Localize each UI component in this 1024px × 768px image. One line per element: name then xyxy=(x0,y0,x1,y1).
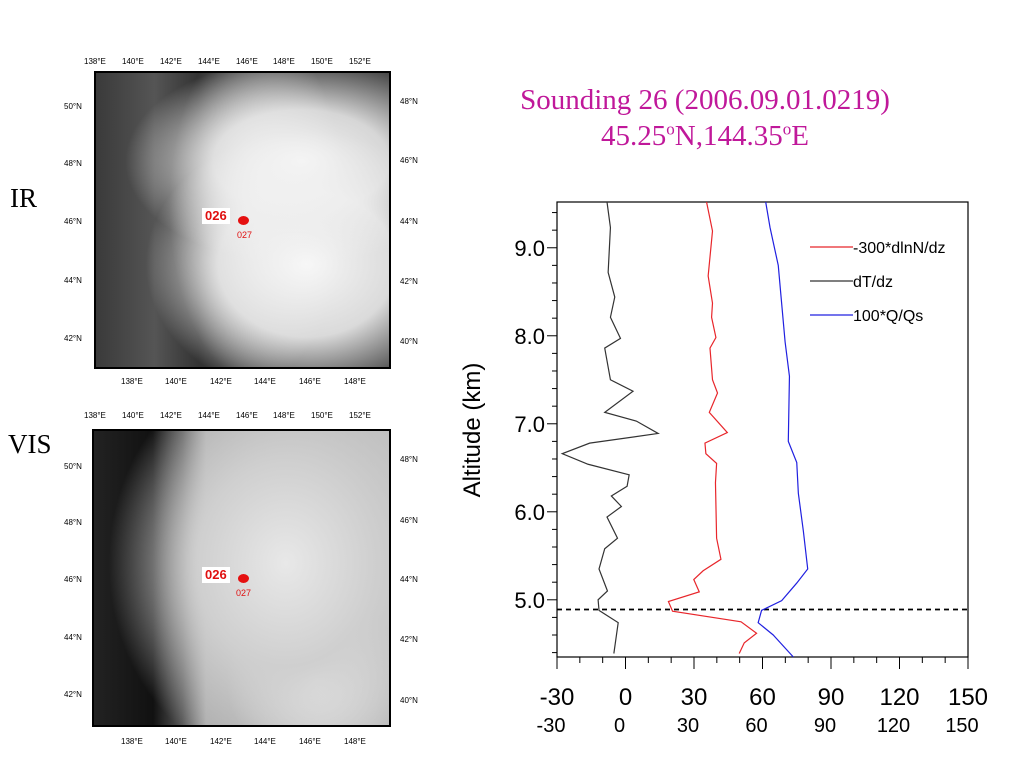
map-top-tick-label: 138°E xyxy=(84,411,106,420)
sounding-marker-label: 026 xyxy=(202,208,230,224)
x-tick-label-row1: 90 xyxy=(818,684,845,711)
map-right-tick-label: 40°N xyxy=(400,337,418,346)
map-top-tick-label: 150°E xyxy=(311,57,333,66)
map-bottom-tick-label: 138°E xyxy=(121,737,143,746)
map-bottom-tick-label: 142°E xyxy=(210,377,232,386)
degree-mark: o xyxy=(666,119,675,139)
map-bottom-tick-label: 140°E xyxy=(165,737,187,746)
x-tick-label-row1: 30 xyxy=(681,684,708,711)
map-left-tick-label: 46°N xyxy=(64,217,82,226)
series-line-0 xyxy=(667,201,758,654)
map-bottom-tick-label: 148°E xyxy=(344,737,366,746)
map-top-tick-label: 152°E xyxy=(349,411,371,420)
chart-title-line1: Sounding 26 (2006.09.01.0219) xyxy=(520,84,890,116)
map-top-tick-label: 148°E xyxy=(273,57,295,66)
map-top-tick-label: 144°E xyxy=(198,411,220,420)
map-left-tick-label: 44°N xyxy=(64,276,82,285)
chart-title-line2: 45.25oN,144.35oE xyxy=(440,120,970,152)
map-left-tick-label: 46°N xyxy=(64,575,82,584)
map-top-tick-label: 144°E xyxy=(198,57,220,66)
map-bottom-tick-label: 146°E xyxy=(299,737,321,746)
legend-label: 100*Q/Qs xyxy=(853,308,923,325)
x-tick-label-row1: 150 xyxy=(948,684,988,711)
map-right-tick-label: 48°N xyxy=(400,97,418,106)
y-tick-label: 9.0 xyxy=(514,236,545,261)
map-left-tick-label: 50°N xyxy=(64,462,82,471)
x-tick-label-row2: 60 xyxy=(745,715,767,737)
latitude: 45.25 xyxy=(601,120,667,152)
map-bottom-tick-label: 144°E xyxy=(254,737,276,746)
x-tick-label-row2: 0 xyxy=(614,715,625,737)
map-right-tick-label: 46°N xyxy=(400,516,418,525)
map-top-tick-label: 146°E xyxy=(236,57,258,66)
series-line-2 xyxy=(757,201,809,658)
x-tick-label-row1: -30 xyxy=(540,684,575,711)
degree-mark: o xyxy=(782,119,792,139)
map-top-tick-label: 150°E xyxy=(311,411,333,420)
longitude: N,144.35 xyxy=(674,120,783,152)
y-tick-label: 7.0 xyxy=(514,412,545,437)
x-tick-label-row1: 0 xyxy=(619,684,632,711)
map-top-tick-label: 140°E xyxy=(122,57,144,66)
map-right-tick-label: 42°N xyxy=(400,277,418,286)
map-right-tick-label: 46°N xyxy=(400,156,418,165)
ir-label: IR xyxy=(10,183,37,213)
legend-label: dT/dz xyxy=(853,274,893,291)
legend-label: -300*dlnN/dz xyxy=(853,240,946,257)
map-left-tick-label: 42°N xyxy=(64,690,82,699)
sounding-marker-sublabel: 027 xyxy=(237,230,253,240)
vis-label: VIS xyxy=(8,429,52,459)
x-tick-label-row1: 60 xyxy=(749,684,776,711)
map-bottom-tick-label: 146°E xyxy=(299,377,321,386)
y-tick-label: 5.0 xyxy=(514,588,545,613)
map-bottom-tick-label: 144°E xyxy=(254,377,276,386)
east-label: E xyxy=(791,120,809,152)
map-bottom-tick-label: 138°E xyxy=(121,377,143,386)
map-bottom-tick-label: 148°E xyxy=(344,377,366,386)
x-tick-label-row2: 150 xyxy=(945,715,978,737)
sounding-marker-sublabel: 027 xyxy=(236,588,252,598)
map-top-tick-label: 152°E xyxy=(349,57,371,66)
map-top-tick-label: 146°E xyxy=(236,411,258,420)
map-top-tick-label: 148°E xyxy=(273,411,295,420)
series-line-1 xyxy=(560,201,660,654)
map-left-tick-label: 48°N xyxy=(64,518,82,527)
map-top-tick-label: 138°E xyxy=(84,57,106,66)
x-tick-label-row2: 30 xyxy=(677,715,699,737)
map-top-tick-label: 142°E xyxy=(160,57,182,66)
x-tick-label-row1: 120 xyxy=(879,684,919,711)
map-right-tick-label: 44°N xyxy=(400,575,418,584)
map-top-tick-label: 140°E xyxy=(122,411,144,420)
map-bottom-tick-label: 140°E xyxy=(165,377,187,386)
map-top-tick-label: 142°E xyxy=(160,411,182,420)
y-tick-label: 8.0 xyxy=(514,324,545,349)
map-left-tick-label: 44°N xyxy=(64,633,82,642)
map-right-tick-label: 42°N xyxy=(400,635,418,644)
map-right-tick-label: 44°N xyxy=(400,217,418,226)
y-axis-label: Altitude (km) xyxy=(459,363,486,498)
x-tick-label-row2: -30 xyxy=(537,715,566,737)
map-left-tick-label: 42°N xyxy=(64,334,82,343)
map-right-tick-label: 40°N xyxy=(400,696,418,705)
map-left-tick-label: 50°N xyxy=(64,102,82,111)
sounding-location-dot xyxy=(238,216,249,225)
sounding-marker-label: 026 xyxy=(202,567,230,583)
y-tick-label: 6.0 xyxy=(514,500,545,525)
sounding-location-dot xyxy=(238,574,249,583)
map-left-tick-label: 48°N xyxy=(64,159,82,168)
map-right-tick-label: 48°N xyxy=(400,455,418,464)
x-tick-label-row2: 90 xyxy=(814,715,836,737)
x-tick-label-row2: 120 xyxy=(877,715,910,737)
plot-frame xyxy=(556,201,969,658)
map-bottom-tick-label: 142°E xyxy=(210,737,232,746)
